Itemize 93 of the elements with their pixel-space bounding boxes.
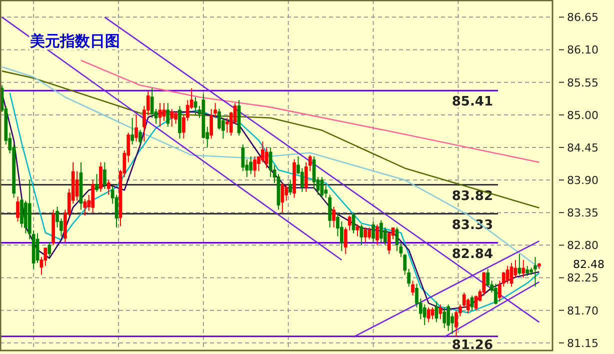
candlestick <box>75 170 79 202</box>
candlestick <box>470 295 474 311</box>
candlestick <box>486 268 490 288</box>
candlestick <box>320 176 324 198</box>
y-tick-label: 85.00 <box>567 108 598 122</box>
candlestick <box>312 156 316 190</box>
candlestick <box>446 304 450 332</box>
candlestick <box>364 226 368 243</box>
candlestick <box>134 114 138 142</box>
candlestick <box>376 224 379 246</box>
candlestick <box>494 283 498 305</box>
candlestick <box>210 108 214 140</box>
candlestick <box>332 206 336 228</box>
candlestick <box>138 129 142 145</box>
candlestick <box>308 154 312 172</box>
candlestick <box>198 106 202 118</box>
ref-line-label: 83.33 <box>452 218 493 233</box>
candlestick <box>249 156 253 175</box>
candlestick <box>170 108 174 128</box>
y-tick-label: 83.35 <box>567 206 598 220</box>
candlestick <box>16 196 20 222</box>
y-tick-label: 81.15 <box>567 336 598 350</box>
candlestick <box>379 220 383 243</box>
candlestick <box>130 117 134 145</box>
candlestick <box>518 254 522 276</box>
candlestick <box>450 312 454 335</box>
y-tick-label: 86.65 <box>567 11 598 24</box>
ref-line-label: 83.82 <box>452 188 493 204</box>
candlestick <box>411 280 414 296</box>
y-tick-label: 85.55 <box>567 76 598 90</box>
candlestick <box>522 259 526 278</box>
y-tick-label: 82.25 <box>567 272 598 285</box>
candlestick <box>466 298 470 314</box>
candlestick <box>324 185 328 198</box>
candlestick <box>174 111 178 124</box>
candlestick <box>442 306 446 329</box>
y-tick-label: 83.90 <box>567 174 598 188</box>
candlestick <box>438 304 442 320</box>
candlestick <box>233 102 237 124</box>
candlestick <box>387 232 391 255</box>
candlestick <box>83 198 87 216</box>
candlestick <box>288 180 292 196</box>
candlestick <box>426 306 430 323</box>
candlestick <box>430 306 434 320</box>
candlestick <box>114 194 118 228</box>
candlestick <box>280 182 284 214</box>
candlestick <box>253 156 256 178</box>
annotation: 82.48 <box>573 258 604 272</box>
candlestick <box>154 108 158 124</box>
candlestick <box>40 256 44 276</box>
candlestick <box>190 88 194 110</box>
candlestick <box>99 162 102 192</box>
candlestick <box>146 90 150 116</box>
candlestick <box>158 102 162 128</box>
candlestick <box>91 180 95 214</box>
ref-line-label: 85.41 <box>452 94 493 110</box>
candlestick <box>166 102 170 128</box>
ref-line-label: 81.26 <box>452 338 493 353</box>
candlestick <box>383 226 387 246</box>
candlestick <box>48 242 52 258</box>
candlestick <box>356 224 360 237</box>
y-tick-label: 82.80 <box>567 239 598 252</box>
candlestick <box>352 212 356 234</box>
candlestick <box>474 295 478 311</box>
candlestick <box>360 224 364 246</box>
candlestick <box>300 168 304 192</box>
candlestick <box>514 259 518 278</box>
y-tick-label: 86.10 <box>567 44 598 57</box>
candlestick <box>372 220 375 243</box>
candlestick <box>264 146 268 169</box>
candlestick <box>534 256 537 288</box>
ref-line-label: 82.84 <box>452 246 493 262</box>
candlestick <box>221 117 225 140</box>
candlestick <box>106 180 110 196</box>
candlestick <box>526 265 530 276</box>
candlestick <box>178 106 182 140</box>
candlestick <box>95 174 98 192</box>
candlestick <box>340 220 344 252</box>
y-tick-label: 84.45 <box>567 141 598 154</box>
candlestick <box>316 176 320 196</box>
candlestick <box>506 265 510 284</box>
candlestick <box>102 162 106 190</box>
y-tick-label: 81.70 <box>567 304 598 318</box>
candlestick <box>272 164 276 184</box>
candlestick <box>284 184 288 202</box>
candlestick <box>368 226 372 240</box>
candlestick <box>510 262 514 288</box>
candlestick <box>162 102 166 122</box>
candlestick <box>422 304 426 326</box>
candlestick <box>241 144 245 172</box>
candlestick <box>225 117 229 134</box>
candlestick <box>87 194 91 212</box>
candlestick <box>348 215 352 231</box>
